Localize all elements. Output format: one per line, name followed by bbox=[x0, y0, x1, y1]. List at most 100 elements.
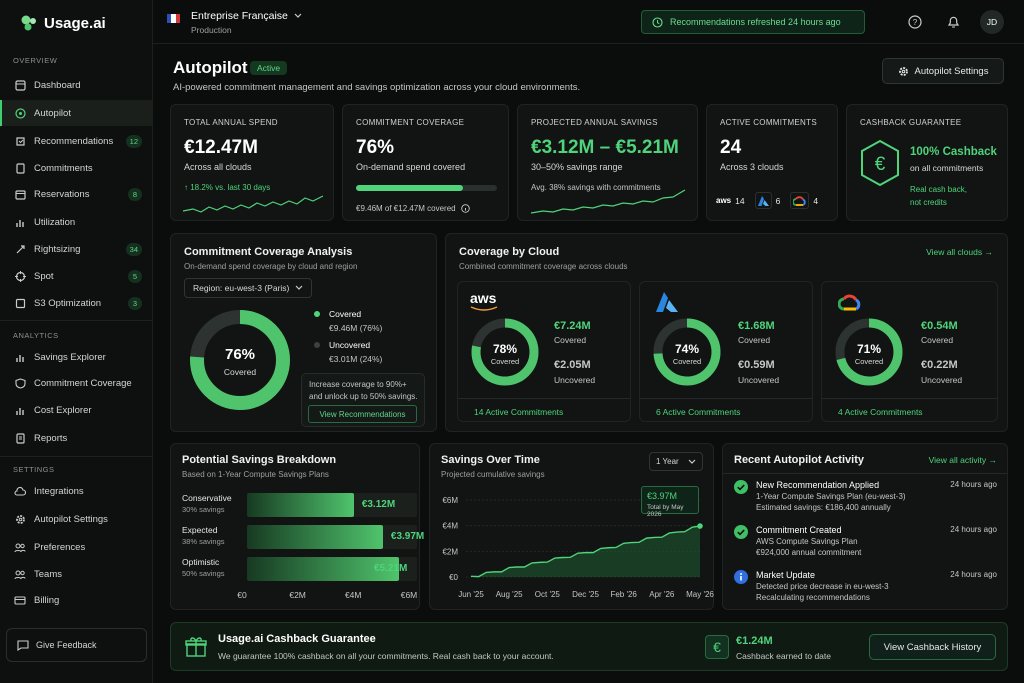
active-commitments-link[interactable]: 4 Active Commitments bbox=[838, 407, 923, 417]
range-select[interactable]: 1 Year bbox=[649, 452, 703, 471]
activity-time: 24 hours ago bbox=[950, 570, 997, 579]
sidebar-item-commitments[interactable]: Commitments bbox=[0, 155, 152, 181]
divider bbox=[458, 398, 630, 399]
sidebar-item-label: Billing bbox=[34, 594, 60, 606]
count-badge: 5 bbox=[128, 269, 142, 283]
brand-logo[interactable]: Usage.ai bbox=[20, 14, 106, 32]
breakdown-bar-value: €3.97M bbox=[390, 531, 425, 542]
tip-line-1: Increase coverage to 90%+ bbox=[309, 380, 407, 389]
cloud-card-azure[interactable]: 74% Covered €1.68M Covered €0.59M Uncove… bbox=[639, 281, 813, 422]
active-commitments-link[interactable]: 14 Active Commitments bbox=[474, 407, 564, 417]
sidebar-item-autopilot-settings[interactable]: Autopilot Settings bbox=[0, 506, 152, 532]
view-all-activity-link[interactable]: View all activity → bbox=[928, 455, 997, 465]
coverage-foot-text: €9.46M of €12.47M covered bbox=[356, 204, 456, 213]
donut-percent: 76% bbox=[224, 346, 256, 363]
cloud-percent: 74% bbox=[674, 342, 700, 356]
donut-label: Covered bbox=[223, 367, 257, 377]
gcp-count: 4 bbox=[813, 195, 819, 206]
azure-icon bbox=[656, 292, 678, 312]
breakdown-bar bbox=[247, 525, 383, 549]
autopilot-icon bbox=[14, 107, 26, 119]
legend-covered-label: Covered bbox=[329, 309, 362, 319]
cashback-amount-label: Cashback earned to date bbox=[736, 651, 831, 661]
breakdown-row-name: Optimistic bbox=[182, 557, 220, 567]
section-analytics: ANALYTICS bbox=[13, 331, 59, 340]
activity-time: 24 hours ago bbox=[950, 480, 997, 489]
document-icon bbox=[14, 162, 26, 174]
sidebar-item-commitment-coverage[interactable]: Commitment Coverage bbox=[0, 370, 152, 396]
sidebar-item-label: Preferences bbox=[34, 541, 86, 553]
count-badge: 8 bbox=[128, 187, 142, 201]
svg-text:?: ? bbox=[913, 18, 918, 27]
kpi-label: PROJECTED ANNUAL SAVINGS bbox=[531, 118, 658, 127]
check-circle-icon bbox=[734, 480, 748, 494]
cloud-donut-fill bbox=[471, 318, 539, 386]
kpi-value: €3.12M – €5.21M bbox=[531, 137, 679, 158]
divider bbox=[0, 320, 152, 321]
org-switcher[interactable]: Entreprise Française bbox=[191, 10, 302, 22]
sidebar-item-dashboard[interactable]: Dashboard bbox=[0, 72, 152, 98]
gcp-icon bbox=[838, 294, 861, 311]
sidebar-item-s3-optimization[interactable]: S3 Optimization 3 bbox=[0, 290, 152, 316]
breakdown-bar-value: €5.21M bbox=[374, 563, 408, 574]
cloud-percent: 71% bbox=[856, 342, 882, 356]
cloud-covered-value: €7.24M bbox=[554, 320, 591, 332]
activity-detail: 1-Year Compute Savings Plan (eu-west-3) bbox=[756, 492, 906, 501]
coverage-donut bbox=[190, 310, 290, 410]
active-commitments-link[interactable]: 6 Active Commitments bbox=[656, 407, 741, 417]
help-icon[interactable]: ? bbox=[908, 15, 922, 29]
info-icon[interactable] bbox=[460, 204, 470, 213]
view-all-clouds-link[interactable]: View all clouds → bbox=[926, 247, 993, 257]
avatar[interactable]: JD bbox=[980, 10, 1004, 34]
sidebar-item-savings-explorer[interactable]: Savings Explorer bbox=[0, 344, 152, 370]
y-tick-label: €6M bbox=[442, 496, 458, 505]
sidebar-item-integrations[interactable]: Integrations bbox=[0, 478, 152, 504]
aws-icon: aws bbox=[716, 196, 732, 205]
sidebar-item-label: Cost Explorer bbox=[34, 404, 92, 416]
chart-icon bbox=[14, 351, 26, 363]
activity-detail: Estimated savings: €186,400 annually bbox=[756, 503, 891, 512]
sidebar-item-utilization[interactable]: Utilization bbox=[0, 209, 152, 235]
sidebar-item-autopilot[interactable]: Autopilot bbox=[0, 100, 152, 126]
sidebar-item-recommendations[interactable]: Recommendations 12 bbox=[0, 128, 152, 154]
region-select[interactable]: Region: eu-west-3 (Paris) bbox=[184, 278, 312, 298]
gcp-icon bbox=[790, 192, 810, 209]
bell-icon[interactable] bbox=[947, 15, 960, 29]
panel-subtitle: Projected cumulative savings bbox=[441, 470, 545, 479]
sidebar-item-teams[interactable]: Teams bbox=[0, 561, 152, 587]
cashback-note-1: Real cash back, bbox=[910, 185, 967, 194]
tooltip-value: €3.97M bbox=[647, 491, 678, 501]
info-icon bbox=[734, 570, 748, 584]
dashboard-icon bbox=[14, 79, 26, 91]
view-recommendations-button[interactable]: View Recommendations bbox=[308, 405, 417, 423]
view-cashback-history-button[interactable]: View Cashback History bbox=[869, 634, 996, 660]
kpi-sub: On-demand spend covered bbox=[356, 162, 466, 172]
sidebar-item-reservations[interactable]: Reservations 8 bbox=[0, 181, 152, 207]
sidebar-item-preferences[interactable]: Preferences bbox=[0, 534, 152, 560]
logo-icon bbox=[21, 15, 36, 31]
sidebar-item-label: Integrations bbox=[34, 485, 84, 497]
sidebar-item-spot[interactable]: Spot 5 bbox=[0, 263, 152, 289]
sidebar-item-cost-explorer[interactable]: Cost Explorer bbox=[0, 397, 152, 423]
kpi-label: COMMITMENT COVERAGE bbox=[356, 118, 465, 127]
cloud-card-gcp[interactable]: 71% Covered €0.54M Covered €0.22M Uncove… bbox=[821, 281, 998, 422]
savings-endpoint[interactable] bbox=[697, 523, 703, 529]
tip-line-2: and unlock up to 50% savings. bbox=[309, 392, 418, 401]
org-name: Entreprise Française bbox=[191, 10, 288, 22]
activity-detail: AWS Compute Savings Plan bbox=[756, 537, 858, 546]
sidebar-item-billing[interactable]: Billing bbox=[0, 587, 152, 613]
cloud-card-aws[interactable]: aws 78% Covered €7.24M Covered €2.05M Un… bbox=[457, 281, 631, 422]
kpi-sub: Across 3 clouds bbox=[720, 162, 784, 172]
sidebar-item-label: Autopilot Settings bbox=[34, 513, 108, 525]
panel-subtitle: Combined commitment coverage across clou… bbox=[459, 262, 628, 271]
autopilot-settings-button[interactable]: Autopilot Settings bbox=[882, 58, 1004, 84]
lightbulb-icon bbox=[14, 135, 26, 147]
gear-icon bbox=[898, 66, 908, 76]
panel-title: Commitment Coverage Analysis bbox=[184, 246, 353, 258]
give-feedback-button[interactable]: Give Feedback bbox=[6, 628, 147, 662]
sidebar-item-reports[interactable]: Reports bbox=[0, 425, 152, 451]
axis-tick: €2M bbox=[289, 590, 306, 600]
shield-icon bbox=[14, 377, 26, 389]
sidebar-item-rightsizing[interactable]: Rightsizing 34 bbox=[0, 236, 152, 262]
sidebar-item-label: Utilization bbox=[34, 216, 76, 228]
